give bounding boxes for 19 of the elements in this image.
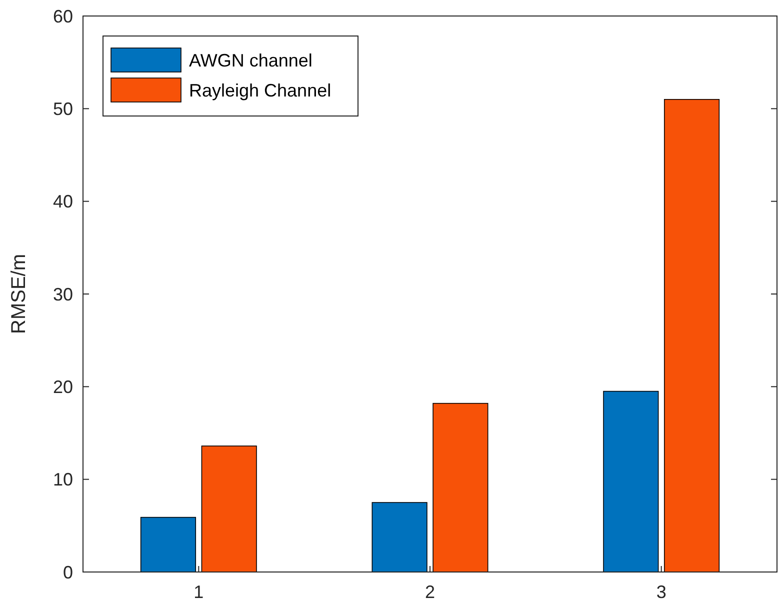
y-tick-label: 0 bbox=[62, 562, 73, 582]
y-tick-label: 50 bbox=[52, 98, 73, 119]
legend-label: AWGN channel bbox=[189, 50, 312, 70]
bar bbox=[664, 99, 720, 572]
bar bbox=[372, 502, 428, 572]
legend-label: Rayleigh Channel bbox=[189, 80, 332, 100]
bar bbox=[140, 516, 196, 572]
y-tick-label: 30 bbox=[52, 284, 73, 304]
x-tick-label: 1 bbox=[194, 582, 204, 602]
y-tick-label: 60 bbox=[52, 6, 73, 26]
bar bbox=[432, 402, 488, 572]
bar bbox=[201, 446, 257, 572]
y-tick-label: 10 bbox=[52, 470, 73, 490]
x-tick-label: 2 bbox=[424, 582, 436, 602]
y-tick-label: 40 bbox=[52, 192, 73, 212]
bar bbox=[603, 390, 659, 572]
x-tick-label: 3 bbox=[656, 582, 666, 602]
y-axis-title: RMSE/m bbox=[8, 254, 30, 334]
y-tick-label: 20 bbox=[52, 376, 73, 397]
